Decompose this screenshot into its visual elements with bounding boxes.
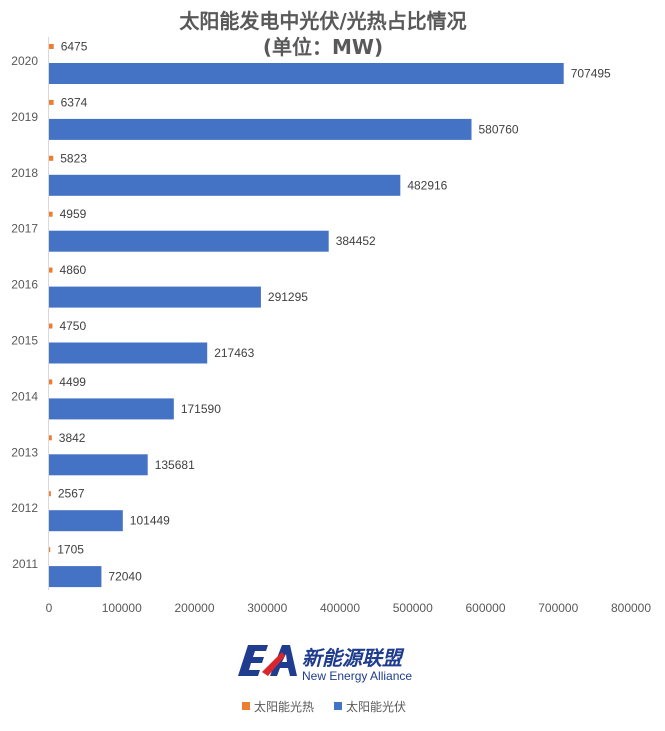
data-label: 3842: [59, 431, 86, 445]
x-tick-label: 700000: [538, 601, 578, 615]
bar-solar-thermal: [49, 491, 51, 497]
logo-name-cn: 新能源联盟: [302, 646, 405, 670]
bar-solar-thermal: [49, 267, 53, 273]
bar-solar-pv: [49, 342, 208, 364]
y-tick-label: 2020: [11, 54, 38, 68]
data-label: 4750: [59, 319, 86, 333]
bar-solar-pv: [49, 566, 102, 588]
logo-name-en: New Energy Alliance: [302, 669, 412, 683]
bar-solar-thermal: [49, 211, 53, 217]
x-tick-label: 200000: [174, 601, 214, 615]
x-axis-ticks: 0 100000 200000 300000 400000 500000 600000 700…: [46, 601, 652, 615]
data-label: 4499: [59, 375, 86, 389]
bar-solar-thermal: [49, 379, 53, 385]
bar-solar-thermal: [49, 44, 54, 49]
legend-swatch: [334, 702, 342, 710]
data-label: 1705: [57, 543, 84, 557]
legend-label: 太阳能光伏: [346, 699, 406, 714]
bar-solar-thermal: [49, 323, 53, 329]
legend-swatch: [242, 702, 250, 710]
legend-label: 太阳能光热: [254, 699, 314, 714]
data-label: 5823: [60, 151, 87, 165]
data-label: 291295: [268, 290, 308, 304]
y-tick-label: 2011: [12, 557, 38, 571]
bar-solar-pv: [49, 174, 401, 196]
x-tick-label: 300000: [247, 601, 287, 615]
chart-subtitle: (单位：MW): [263, 35, 383, 59]
logo: 新能源联盟 New Energy Alliance: [238, 645, 412, 683]
legend: 太阳能光热 太阳能光伏: [242, 699, 406, 714]
data-label: 580760: [479, 122, 519, 136]
data-label: 6475: [61, 40, 88, 54]
x-tick-label: 800000: [611, 601, 651, 615]
x-tick-label: 100000: [102, 601, 142, 615]
data-label: 4860: [60, 263, 87, 277]
x-tick-label: 500000: [393, 601, 433, 615]
y-tick-label: 2016: [11, 278, 38, 292]
data-label: 2567: [58, 487, 85, 501]
bar-solar-pv: [49, 230, 329, 252]
bar-solar-pv: [49, 510, 123, 532]
data-label: 171590: [181, 402, 221, 416]
plot-area: 6475 707495 6374 580760 5823 482916 4959 384452…: [49, 40, 611, 588]
y-tick-label: 2013: [11, 445, 38, 459]
data-label: 101449: [130, 514, 170, 528]
bar-solar-pv: [49, 286, 261, 308]
y-tick-label: 2012: [11, 501, 38, 515]
data-label: 4959: [60, 207, 87, 221]
bar-solar-thermal: [49, 435, 52, 441]
x-tick-label: 0: [46, 601, 53, 615]
bar-solar-pv: [49, 118, 472, 140]
y-axis-ticks: 2020 2019 2018 2017 2016 2015 2014 2013 2012 2011: [11, 54, 38, 571]
bar-solar-thermal: [49, 547, 51, 553]
y-tick-label: 2017: [11, 222, 38, 236]
data-label: 482916: [407, 178, 447, 192]
data-label: 6374: [61, 95, 88, 109]
data-label: 217463: [214, 346, 254, 360]
y-tick-label: 2014: [11, 389, 38, 403]
data-label: 707495: [571, 67, 611, 81]
chart-title: 太阳能发电中光伏/光热占比情况: [179, 9, 466, 33]
data-label: 72040: [108, 570, 142, 584]
y-tick-label: 2015: [11, 334, 38, 348]
x-tick-label: 600000: [465, 601, 505, 615]
bar-solar-thermal: [49, 99, 54, 105]
logo-mark: [238, 645, 297, 676]
data-label: 135681: [155, 458, 195, 472]
bar-solar-thermal: [49, 155, 54, 161]
bar-solar-pv: [49, 63, 564, 84]
bar-solar-pv: [49, 454, 148, 476]
x-tick-label: 400000: [320, 601, 360, 615]
bar-solar-pv: [49, 398, 174, 420]
data-label: 384452: [336, 234, 376, 248]
y-tick-label: 2019: [11, 110, 38, 124]
y-tick-label: 2018: [11, 166, 38, 180]
